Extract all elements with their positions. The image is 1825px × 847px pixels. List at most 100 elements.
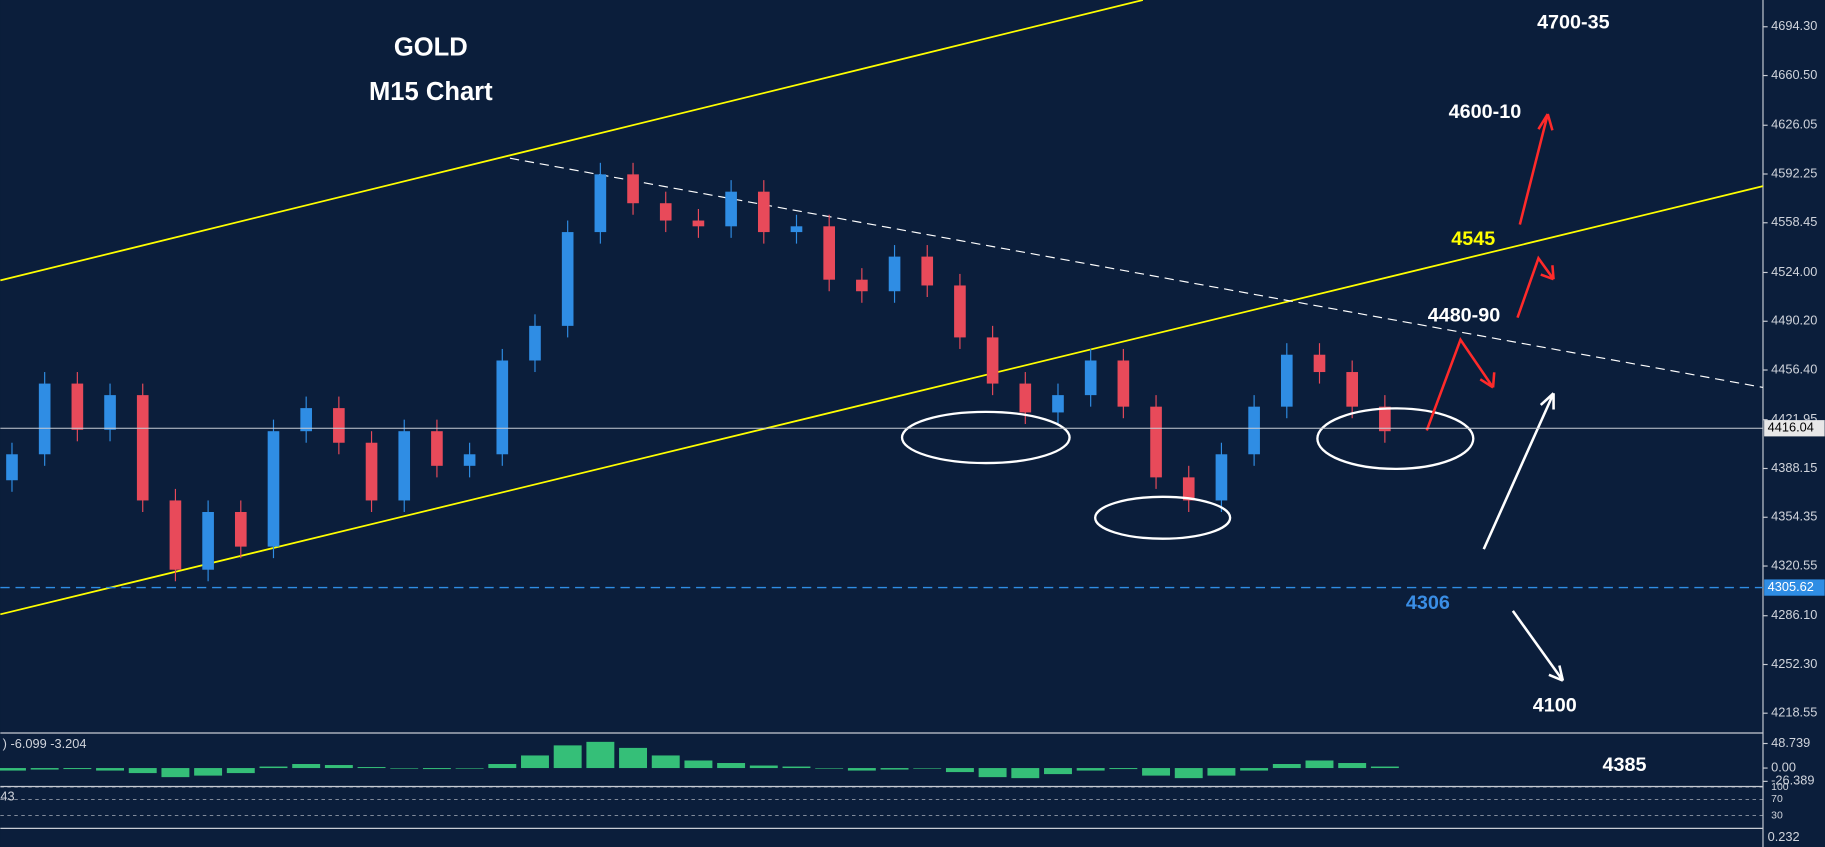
macd-bar <box>259 766 288 769</box>
rsi-tick-label: 100 <box>1771 782 1789 793</box>
macd-bar <box>1142 768 1171 776</box>
y-tick-label: 4626.05 <box>1771 117 1817 132</box>
channel-line <box>0 185 1764 616</box>
rsi-label: 43 <box>0 788 14 803</box>
macd-bar <box>96 768 125 771</box>
annotation: 4480-90 <box>1428 305 1501 327</box>
macd-bar <box>357 767 386 769</box>
candle-body <box>954 285 966 338</box>
candle-body <box>6 454 18 481</box>
candle-body <box>267 431 280 547</box>
annotation: 4100 <box>1533 694 1577 716</box>
y-tick-label: 4218.55 <box>1771 705 1817 720</box>
macd-bar <box>1370 766 1399 769</box>
macd-bar <box>0 768 26 771</box>
current-price-label: 4416.04 <box>1768 420 1814 435</box>
chart-subtitle: M15 Chart <box>369 78 493 106</box>
y-tick-label: 4320.55 <box>1771 557 1817 572</box>
support-label: 4305.62 <box>1768 579 1814 594</box>
macd-bar <box>684 760 713 769</box>
macd-bar <box>1174 768 1203 779</box>
y-tick-label: 4490.20 <box>1771 313 1817 328</box>
macd-bar <box>586 741 615 769</box>
volume-label: 0.232 <box>1768 829 1800 844</box>
macd-tick-label: 0.00 <box>1771 759 1796 774</box>
macd-bar <box>913 768 942 769</box>
candle-body <box>1280 354 1293 407</box>
candle-body <box>38 383 51 455</box>
candle-body <box>104 395 116 430</box>
annotation: 4545 <box>1451 228 1495 250</box>
y-tick-label: 4524.00 <box>1771 264 1817 279</box>
macd-bar <box>1109 768 1138 770</box>
zone-ellipse <box>1316 407 1475 471</box>
macd-bar <box>815 768 844 769</box>
zone-ellipse <box>1094 495 1232 540</box>
rsi-tick-label: 70 <box>1771 794 1783 805</box>
macd-bar <box>1011 768 1040 779</box>
candle-body <box>1019 383 1032 413</box>
candle-body <box>1052 395 1064 413</box>
candle-body <box>790 226 803 233</box>
macd-bar <box>292 764 321 769</box>
candle-body <box>888 256 901 292</box>
annotation: 4306 <box>1406 592 1450 614</box>
candle-body <box>594 174 607 233</box>
candle-body <box>823 226 835 280</box>
channel-line <box>0 0 1144 282</box>
macd-bar <box>945 768 974 773</box>
macd-bar <box>324 765 353 769</box>
macd-bar <box>422 768 451 770</box>
arrows <box>1425 113 1565 682</box>
white-arrow <box>1511 610 1565 682</box>
macd-bar <box>194 768 223 776</box>
macd-bar <box>128 768 157 774</box>
y-tick-label: 4558.45 <box>1771 214 1817 229</box>
current-price-box <box>1764 420 1825 437</box>
candle-body <box>1346 372 1358 407</box>
candle-body <box>202 511 214 570</box>
macd-bar <box>1240 768 1269 771</box>
red-arrow <box>1425 336 1496 431</box>
macd-bar <box>782 766 811 769</box>
white-arrow <box>1482 392 1555 550</box>
support-box <box>1764 579 1825 596</box>
red-arrow <box>1518 113 1554 225</box>
macd-bar <box>30 768 59 770</box>
y-tick-label: 4694.30 <box>1771 18 1817 33</box>
candle-body <box>431 431 443 466</box>
chart-title: GOLD <box>394 34 468 62</box>
candle-body <box>627 174 639 204</box>
y-tick-label: 4354.35 <box>1771 509 1817 524</box>
candle-body <box>71 383 84 430</box>
macd-bar <box>455 768 484 769</box>
macd-label: ) -6.099 -3.204 <box>3 736 87 751</box>
macd-bar <box>847 768 876 771</box>
macd-bar <box>651 755 680 769</box>
macd-bar <box>226 768 255 774</box>
candle-body <box>300 408 312 432</box>
macd-bar <box>880 768 909 770</box>
candle-body <box>234 511 247 547</box>
candle-body <box>398 431 411 501</box>
y-tick-label: 4592.25 <box>1771 165 1817 180</box>
macd-bar <box>1272 764 1301 769</box>
macd-bar <box>749 765 778 769</box>
candle-body <box>561 232 574 326</box>
macd-bar <box>63 768 92 770</box>
trend-line <box>509 157 1764 389</box>
macd-bar <box>521 755 549 769</box>
y-tick-label: 4286.10 <box>1771 607 1817 622</box>
macd-bar <box>1076 768 1105 771</box>
candle-body <box>1117 360 1130 407</box>
y-tick-label: 4660.50 <box>1771 67 1817 82</box>
y-tick-label: 4252.30 <box>1771 656 1817 671</box>
candle-body <box>921 256 934 286</box>
candle-body <box>1248 406 1260 455</box>
macd-tick-label: -26.389 <box>1771 773 1814 788</box>
macd-bar <box>390 768 419 769</box>
candle-body <box>1379 406 1391 432</box>
plot <box>6 162 1391 582</box>
